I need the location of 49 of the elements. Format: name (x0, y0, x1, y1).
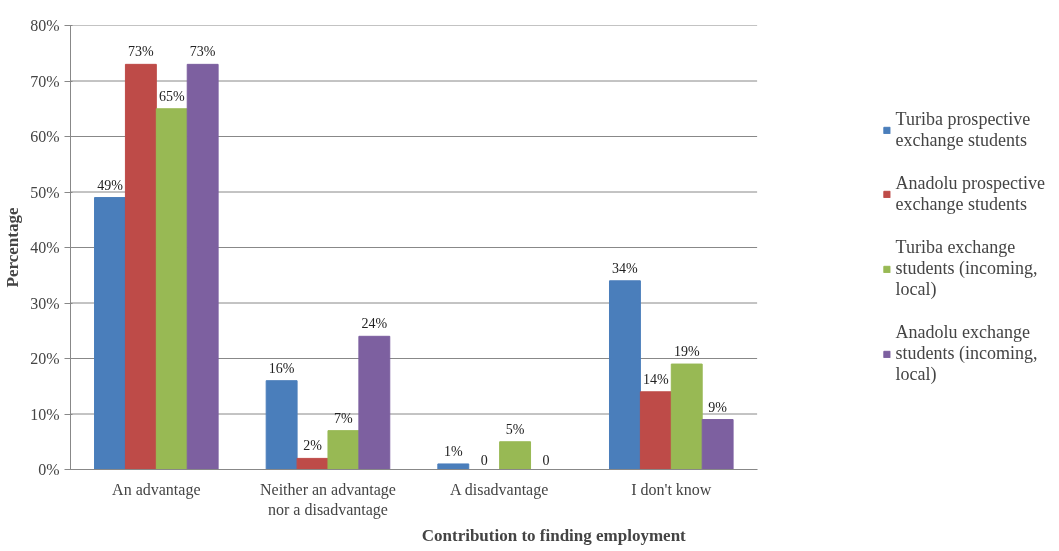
x-tick-label: I don't know (631, 480, 712, 498)
data-label: 24% (361, 316, 388, 332)
bar (701, 419, 734, 470)
y-tick-label: 70% (30, 72, 60, 90)
data-label: 73% (189, 44, 216, 60)
legend-label: Turiba prospective exchange students (895, 109, 1031, 151)
y-tick-label: 10% (30, 405, 60, 423)
bar (186, 63, 219, 470)
bar (327, 430, 360, 470)
y-tick-label: 50% (30, 183, 60, 201)
y-tick-label: 40% (30, 239, 60, 256)
y-tick-label: 20% (30, 350, 60, 367)
data-label: 2% (303, 438, 323, 454)
bar (670, 363, 703, 470)
data-label: 49% (97, 177, 124, 193)
bar (265, 380, 298, 470)
data-label: 5% (505, 421, 525, 437)
y-tick-label: 0% (38, 461, 60, 478)
bar (124, 63, 157, 470)
data-label: 1% (443, 443, 463, 459)
bar (358, 335, 391, 470)
legend-label: Anadolu exchange students (incoming, local) (895, 322, 1038, 385)
data-label: 0 (542, 452, 550, 468)
x-tick-label: A disadvantage (450, 480, 549, 499)
y-tick-label: 30% (30, 294, 60, 312)
bar (296, 457, 329, 470)
bar (499, 441, 532, 470)
data-label: 16% (268, 360, 295, 376)
data-label: 19% (673, 344, 700, 360)
legend-label: Anadolu prospective exchange students (895, 173, 1045, 215)
data-label: 65% (158, 88, 185, 104)
bar (94, 197, 126, 470)
data-label: 0 (480, 452, 488, 468)
y-axis-title: Percentage (3, 207, 23, 288)
x-axis-title: Contribution to finding employment (421, 525, 687, 545)
legend-label: Turiba exchange students (incoming, local) (895, 237, 1038, 300)
data-label: 14% (643, 371, 670, 387)
data-label: 7% (334, 410, 354, 426)
x-tick-label: An advantage (112, 480, 201, 499)
bar (155, 108, 188, 470)
x-tick-label: Neither an advantage nor a disadvantage (260, 480, 396, 519)
data-label: 34% (612, 260, 639, 276)
bar (609, 280, 641, 470)
bar (639, 391, 672, 470)
y-tick-label: 80% (30, 17, 60, 34)
bar (437, 463, 470, 470)
data-label: 9% (708, 399, 728, 415)
data-label: 73% (128, 44, 155, 60)
y-tick-label: 60% (30, 128, 60, 145)
